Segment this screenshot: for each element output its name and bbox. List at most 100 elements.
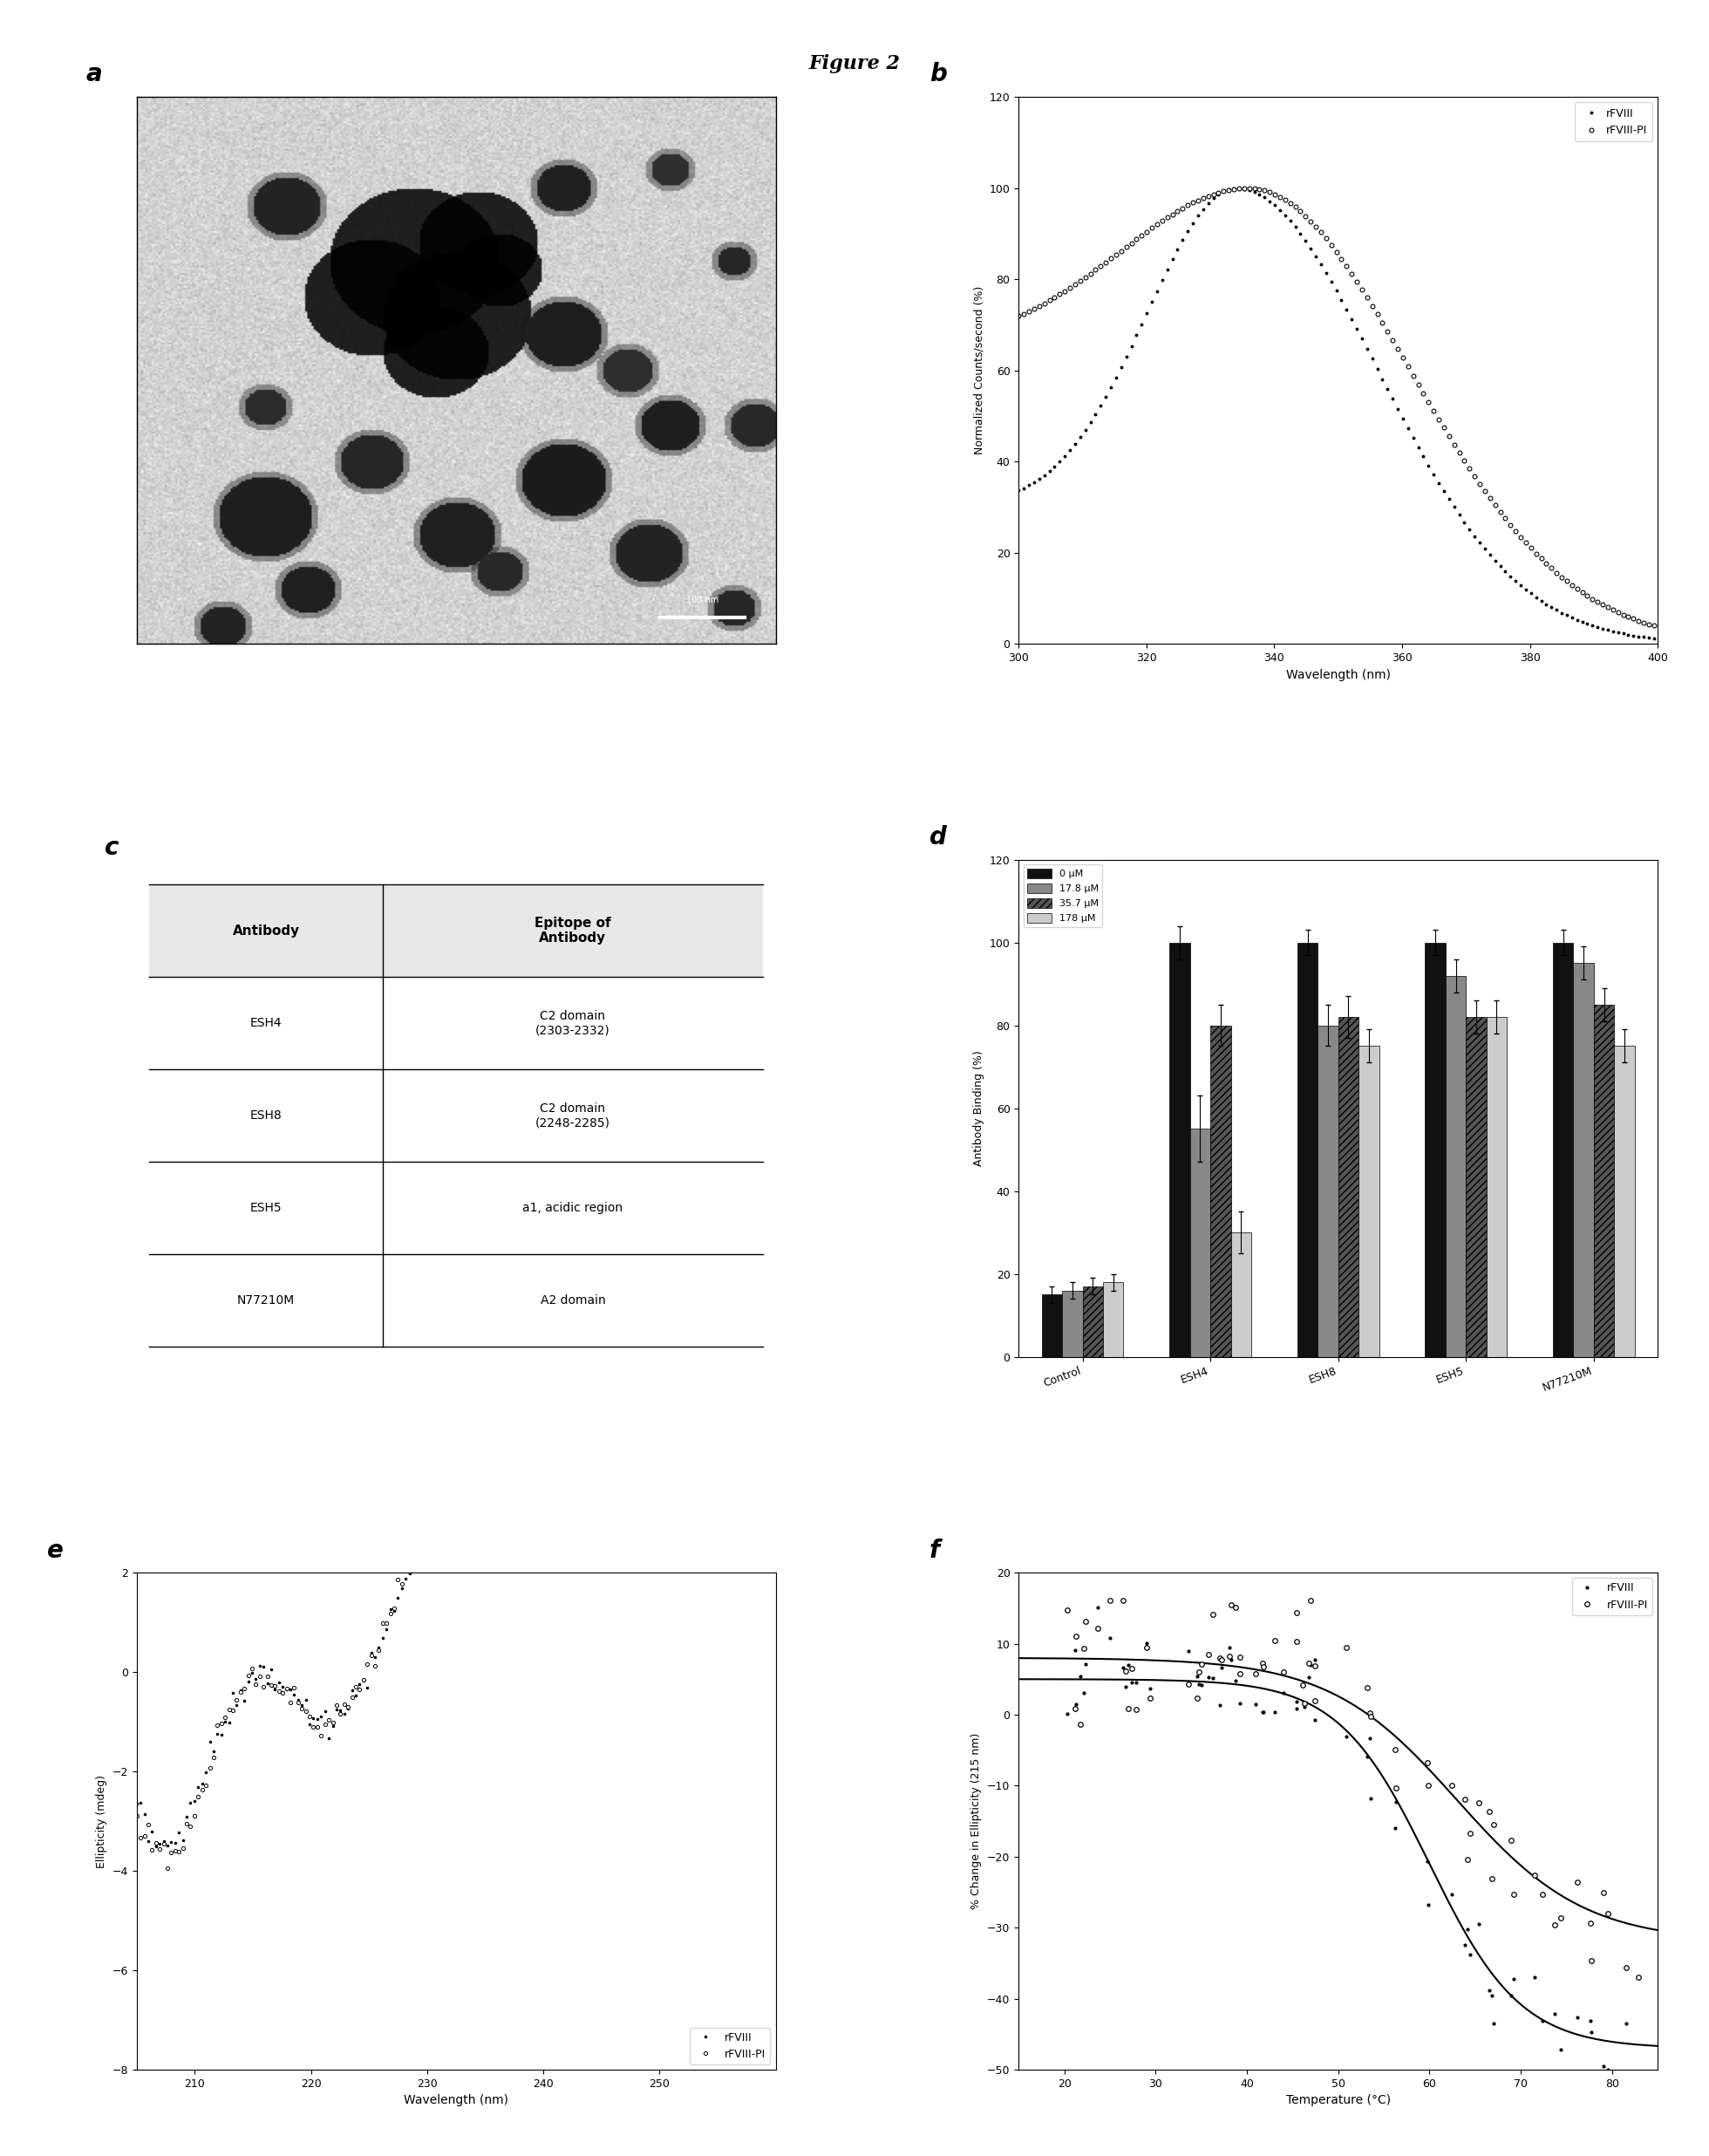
Bar: [1466, 1018, 1487, 1356]
Text: ESH4: ESH4: [250, 1018, 282, 1028]
rFVIII: [1644, 625, 1665, 651]
Bar: [1169, 942, 1189, 1356]
Bar: [1359, 1046, 1379, 1356]
Line: rFVIII-PI: rFVIII-PI: [1065, 1598, 1641, 1979]
rFVIII: [1562, 604, 1583, 630]
rFVIII-PI: [1210, 1645, 1230, 1671]
Line: rFVIII: rFVIII: [1017, 185, 1656, 640]
rFVIII: [1008, 476, 1029, 502]
Text: d: d: [930, 826, 947, 849]
rFVIII-PI: [549, 1397, 569, 1423]
rFVIII-PI: [1608, 599, 1629, 625]
Bar: [1297, 942, 1318, 1356]
Bar: [1574, 964, 1594, 1356]
rFVIII: [764, 1531, 784, 1557]
rFVIII: [1087, 1593, 1107, 1619]
rFVIII-PI: [1301, 1587, 1321, 1613]
Text: ESH8: ESH8: [250, 1110, 282, 1121]
Text: C2 domain
(2248-2285): C2 domain (2248-2285): [535, 1102, 610, 1130]
rFVIII: [1533, 2007, 1553, 2033]
Bar: [1189, 1130, 1210, 1356]
rFVIII-PI: [1172, 196, 1193, 222]
rFVIII-PI: [1188, 1686, 1208, 1712]
Y-axis label: Ellipticity (mdeg): Ellipticity (mdeg): [96, 1774, 108, 1867]
rFVIII-PI: [1008, 304, 1029, 330]
Bar: [1210, 1026, 1230, 1356]
rFVIII: [1408, 433, 1429, 459]
rFVIII-PI: [1562, 571, 1583, 597]
rFVIII: [1304, 1708, 1324, 1733]
Y-axis label: Antibody Binding (%): Antibody Binding (%): [972, 1050, 984, 1166]
X-axis label: Temperature (°C): Temperature (°C): [1285, 2093, 1391, 2106]
rFVIII-PI: [641, 1330, 661, 1356]
rFVIII-PI: [126, 1802, 147, 1828]
rFVIII-PI: [764, 1539, 784, 1565]
Bar: [1425, 942, 1446, 1356]
rFVIII: [449, 1481, 470, 1507]
rFVIII-PI: [1533, 1882, 1553, 1908]
Line: rFVIII: rFVIII: [135, 1367, 776, 1848]
Text: N77210M: N77210M: [238, 1294, 296, 1307]
rFVIII-PI: [449, 1460, 470, 1485]
Bar: [1594, 1005, 1615, 1356]
rFVIII: [1629, 2076, 1649, 2102]
Bar: [149, 884, 762, 977]
Line: rFVIII-PI: rFVIII-PI: [135, 1341, 776, 1869]
rFVIII: [219, 1710, 239, 1736]
rFVIII: [1547, 597, 1567, 623]
rFVIII: [1224, 175, 1244, 201]
Legend: rFVIII, rFVIII-PI: rFVIII, rFVIII-PI: [1572, 1578, 1653, 1615]
rFVIII: [1189, 1671, 1210, 1697]
Bar: [1615, 1046, 1636, 1356]
rFVIII-PI: [1304, 1688, 1324, 1714]
Text: a1, acidic region: a1, acidic region: [523, 1203, 624, 1214]
rFVIII-PI: [1116, 1658, 1136, 1684]
rFVIII-PI: [1239, 175, 1260, 201]
Bar: [1102, 1283, 1123, 1356]
rFVIII: [456, 1468, 477, 1494]
Bar: [1553, 942, 1574, 1356]
rFVIII: [145, 1833, 166, 1858]
rFVIII: [549, 1401, 569, 1427]
Legend: 0 μM, 17.8 μM, 35.7 μM, 178 μM: 0 μM, 17.8 μM, 35.7 μM, 178 μM: [1024, 865, 1102, 927]
Y-axis label: Normalized Counts/second (%): Normalized Counts/second (%): [972, 287, 984, 455]
rFVIII-PI: [1547, 561, 1567, 586]
rFVIII: [1172, 226, 1193, 252]
rFVIII-PI: [357, 1651, 378, 1677]
rFVIII: [1608, 619, 1629, 645]
Text: e: e: [48, 1537, 63, 1563]
Text: A2 domain: A2 domain: [540, 1294, 605, 1307]
Text: b: b: [930, 63, 947, 86]
rFVIII: [215, 1710, 236, 1736]
Text: Antibody: Antibody: [232, 925, 299, 938]
Bar: [1082, 1287, 1102, 1356]
rFVIII: [1118, 1651, 1138, 1677]
Text: Figure 2: Figure 2: [808, 54, 901, 73]
rFVIII: [1524, 1964, 1545, 1990]
rFVIII: [357, 1675, 378, 1701]
rFVIII-PI: [219, 1697, 239, 1723]
Bar: [1318, 1026, 1338, 1356]
Bar: [1338, 1018, 1359, 1356]
rFVIII: [126, 1792, 147, 1818]
rFVIII-PI: [215, 1705, 236, 1731]
Text: c: c: [104, 834, 120, 860]
Text: f: f: [930, 1537, 940, 1563]
Line: rFVIII-PI: rFVIII-PI: [1017, 185, 1656, 627]
rFVIII-PI: [456, 1451, 477, 1477]
rFVIII-PI: [1644, 612, 1665, 638]
rFVIII: [1157, 257, 1178, 282]
Text: a: a: [85, 63, 103, 86]
rFVIII-PI: [1524, 1863, 1545, 1889]
rFVIII-PI: [1629, 1964, 1649, 1990]
Bar: [1230, 1233, 1251, 1356]
Bar: [1061, 1291, 1082, 1356]
rFVIII-PI: [1157, 205, 1178, 231]
Bar: [1487, 1018, 1507, 1356]
Bar: [1042, 1296, 1061, 1356]
Legend: rFVIII, rFVIII-PI: rFVIII, rFVIII-PI: [690, 2027, 771, 2063]
Text: 100 nm: 100 nm: [685, 595, 718, 604]
X-axis label: Wavelength (nm): Wavelength (nm): [1285, 668, 1391, 681]
Line: rFVIII: rFVIII: [1065, 1604, 1641, 2091]
Bar: [1446, 977, 1466, 1356]
